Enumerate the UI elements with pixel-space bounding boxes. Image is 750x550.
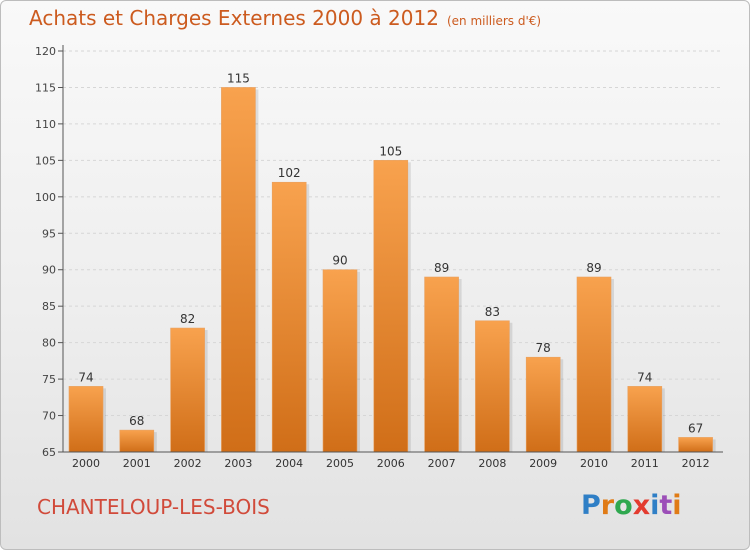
bar-value-label: 89	[434, 261, 449, 275]
x-tick-label: 2005	[326, 457, 354, 470]
bar-value-label: 102	[278, 166, 301, 180]
bar-value-label: 89	[586, 261, 601, 275]
logo-letter: t	[659, 490, 673, 521]
bar-value-label: 67	[688, 421, 703, 435]
logo-letter: o	[614, 490, 633, 521]
proxiti-logo: Proxiti	[581, 490, 682, 521]
bar	[68, 386, 104, 453]
logo-letter: x	[632, 490, 651, 521]
x-tick-label: 2003	[224, 457, 252, 470]
bar	[576, 276, 612, 453]
bar	[221, 87, 256, 453]
x-tick-label: 2008	[478, 457, 506, 470]
bar-value-label: 74	[78, 370, 93, 384]
y-tick-label: 65	[42, 446, 56, 459]
bar-value-label: 105	[379, 144, 402, 158]
y-tick-label: 75	[42, 373, 56, 386]
x-tick-label: 2007	[428, 457, 456, 470]
x-tick-label: 2012	[682, 457, 710, 470]
bar	[170, 327, 205, 453]
city-name: CHANTELOUP-LES-BOIS	[37, 495, 270, 519]
x-tick-label: 2009	[529, 457, 557, 470]
chart-title-text: Achats et Charges Externes 2000 à 2012	[29, 6, 439, 30]
bar-value-label: 115	[227, 71, 250, 85]
axis-layer: 65 70 75 80 85 90 95 100 105 110 115 120 2000 2001 200…	[35, 45, 723, 470]
x-tick-label: 2004	[275, 457, 303, 470]
bar	[475, 320, 510, 453]
y-tick-label: 70	[42, 410, 56, 423]
x-tick-label: 2006	[377, 457, 405, 470]
y-tick-label: 85	[42, 300, 56, 313]
logo-letter: i	[650, 490, 660, 521]
y-tick-label: 115	[35, 81, 56, 94]
bar-layer: 74 68 82 115 102 90 105 89 83 78 89 74 67	[68, 71, 716, 453]
bar	[525, 356, 561, 453]
chart-title: Achats et Charges Externes 2000 à 2012 (e…	[29, 6, 541, 30]
x-tick-label: 2001	[123, 457, 151, 470]
bar	[271, 181, 307, 453]
y-tick-label: 110	[35, 118, 56, 131]
x-tick-label: 2002	[174, 457, 202, 470]
bar	[322, 269, 358, 453]
logo-letter: r	[600, 490, 615, 521]
y-tick-label: 105	[35, 154, 56, 167]
bar-value-label: 83	[485, 305, 500, 319]
x-tick-label: 2010	[580, 457, 608, 470]
bar	[424, 276, 459, 453]
bar	[678, 437, 713, 453]
bar-value-label: 68	[129, 414, 144, 428]
logo-letter: P	[581, 490, 601, 521]
bar	[627, 386, 663, 453]
logo-letter: i	[672, 490, 682, 521]
bar-value-label: 82	[180, 312, 195, 326]
y-tick-label: 120	[35, 45, 56, 58]
chart-subtitle: (en milliers d'€)	[446, 14, 542, 28]
y-tick-label: 90	[42, 264, 56, 277]
x-tick-label: 2011	[631, 457, 659, 470]
y-tick-label: 95	[42, 227, 56, 240]
bar	[119, 429, 155, 453]
x-tick-label: 2000	[72, 457, 100, 470]
bar-value-label: 90	[332, 254, 347, 268]
y-tick-label: 100	[35, 191, 56, 204]
bar-value-label: 78	[536, 341, 551, 355]
y-tick-label: 80	[42, 337, 56, 350]
bar-value-label: 74	[637, 370, 652, 384]
bar	[373, 160, 409, 453]
